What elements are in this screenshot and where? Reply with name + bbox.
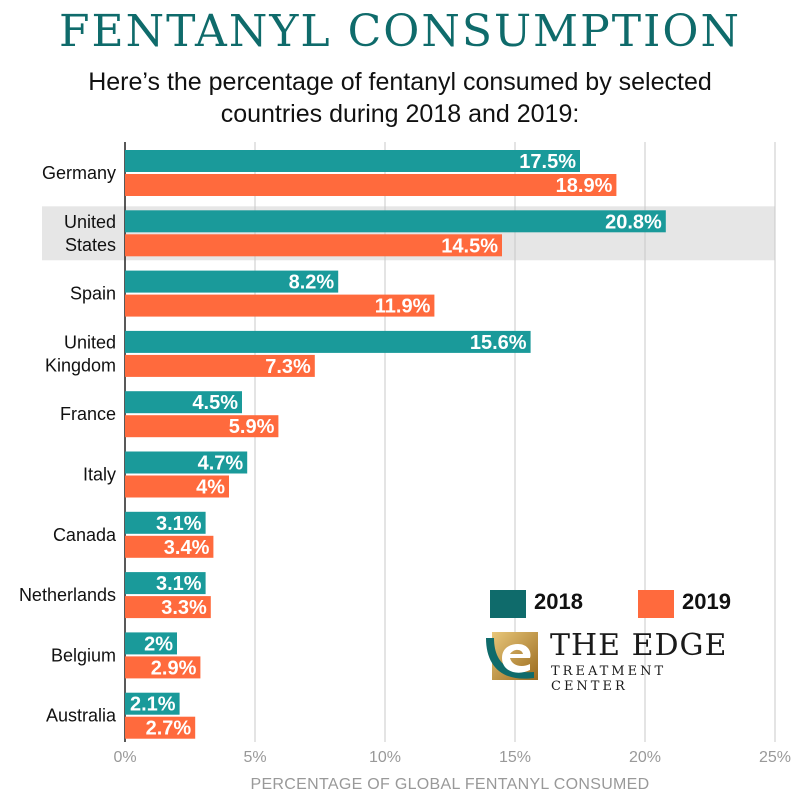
legend-label-2019: 2019 — [682, 589, 731, 614]
data-label-2018: 20.8% — [605, 211, 662, 233]
bar-2018 — [125, 210, 666, 233]
category-label: Italy — [83, 465, 116, 485]
logo-mark-icon — [486, 632, 538, 680]
category-label: States — [65, 235, 116, 255]
data-label-2019: 2.9% — [151, 657, 197, 679]
x-tick-label: 25% — [759, 749, 791, 766]
chart-title: FENTANYL CONSUMPTION — [58, 6, 742, 57]
data-label-2018: 3.1% — [156, 573, 202, 595]
bar-2018 — [125, 270, 339, 293]
data-label-2019: 3.3% — [161, 597, 207, 619]
bar-2019 — [125, 716, 196, 739]
bar-2018 — [125, 451, 248, 474]
x-tick-label: 15% — [499, 749, 531, 766]
data-label-2019: 5.9% — [229, 416, 275, 438]
bar-2019 — [125, 475, 229, 498]
category-label: Australia — [46, 706, 117, 726]
category-label: Netherlands — [19, 585, 116, 605]
legend-label-2018: 2018 — [534, 589, 583, 614]
category-label: Belgium — [51, 645, 116, 665]
data-label-2019: 11.9% — [375, 296, 431, 318]
bar-2019 — [125, 415, 279, 438]
data-label-2018: 17.5% — [519, 151, 576, 173]
x-tick-label: 5% — [243, 749, 266, 766]
category-label: Spain — [70, 284, 116, 304]
data-label-2019: 18.9% — [556, 175, 613, 197]
bar-2019 — [125, 294, 435, 317]
legend-swatch-2019 — [638, 590, 674, 618]
bar-2018 — [125, 391, 242, 414]
bar-2018 — [125, 150, 580, 172]
category-label: United — [64, 212, 116, 232]
logo-wordmark: THE EDGE — [550, 628, 728, 663]
category-label: Canada — [53, 525, 117, 545]
x-tick-label: 0% — [113, 749, 136, 766]
bar-2019 — [125, 174, 617, 196]
data-label-2018: 2% — [144, 633, 173, 655]
bar-2019 — [125, 656, 201, 679]
bar-2019 — [125, 354, 315, 377]
data-label-2019: 14.5% — [441, 235, 498, 257]
data-label-2018: 15.6% — [470, 332, 527, 354]
bar-2018 — [125, 572, 206, 595]
data-label-2018: 3.1% — [156, 513, 202, 535]
x-axis-label: PERCENTAGE OF GLOBAL FENTANYL CONSUMED — [250, 776, 650, 793]
data-label-2019: 7.3% — [265, 356, 311, 378]
data-label-2018: 4.5% — [192, 392, 238, 414]
data-label-2019: 2.7% — [146, 718, 192, 740]
bar-2018 — [125, 330, 531, 353]
bar-2019 — [125, 234, 502, 257]
category-label: Germany — [42, 163, 116, 183]
chart-subtitle: Here’s the percentage of fentanyl consum… — [88, 68, 712, 128]
x-tick-label: 20% — [629, 749, 661, 766]
data-label-2019: 3.4% — [164, 537, 210, 559]
data-label-2018: 2.1% — [130, 694, 176, 716]
category-label: United — [64, 332, 116, 352]
legend-swatch-2018 — [490, 590, 526, 618]
data-label-2018: 8.2% — [289, 272, 335, 294]
x-tick-label: 10% — [369, 749, 401, 766]
bar-2018 — [125, 511, 206, 534]
category-label: Kingdom — [45, 355, 116, 375]
bar-2019 — [125, 596, 211, 619]
logo-tagline: TREATMENT CENTER — [551, 664, 667, 694]
data-label-2018: 4.7% — [198, 453, 244, 475]
brand-logo: THE EDGE TREATMENT CENTER — [484, 628, 744, 694]
bar-2018 — [125, 692, 180, 715]
data-label-2019: 4% — [196, 477, 225, 499]
category-label: France — [60, 404, 116, 424]
bar-2018 — [125, 632, 177, 655]
bar-2019 — [125, 535, 214, 558]
